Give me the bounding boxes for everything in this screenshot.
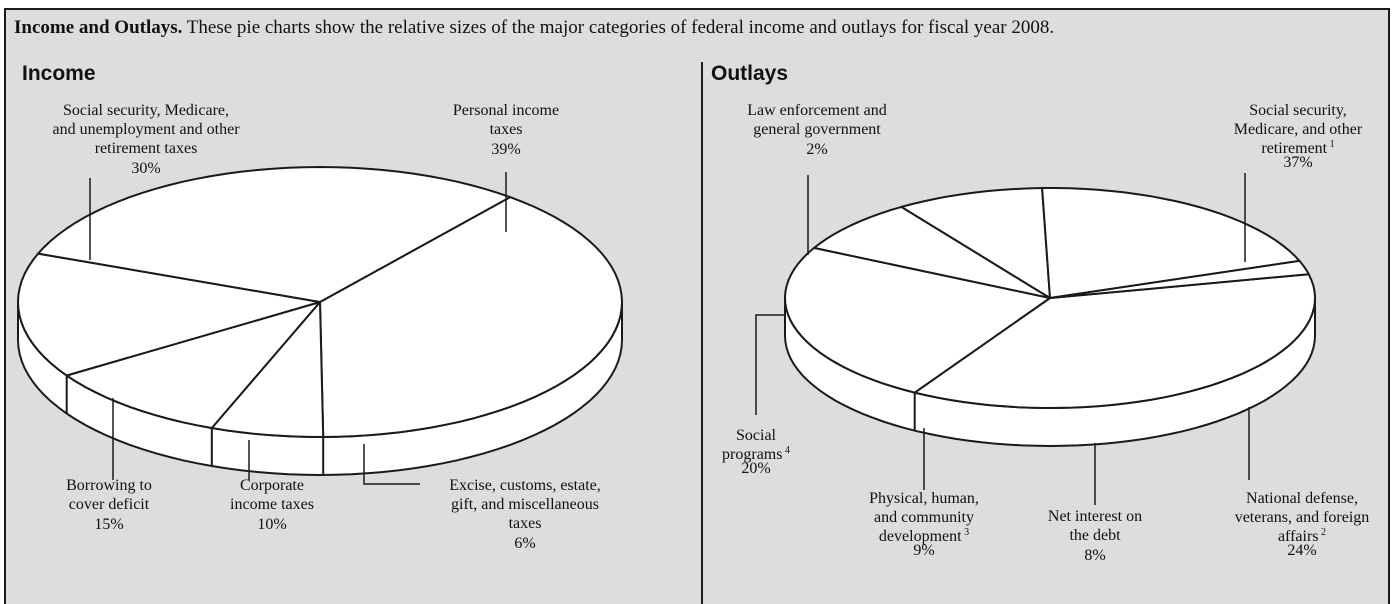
slice-label: Excise, customs, estate, gift, and miscel… — [449, 477, 601, 552]
heading-bold: Income and Outlays. — [14, 17, 183, 38]
slice-label: Borrowing to cover deficit 15% — [66, 477, 152, 533]
slice-label-line: Net interest on — [1048, 508, 1142, 525]
slice-label-line: Social — [736, 427, 777, 444]
slice-label-line: Social security, Medicare, — [63, 102, 229, 119]
pie-slice — [210, 301, 325, 438]
panel-divider — [701, 62, 703, 604]
slice-label-line: Law enforcement and — [747, 102, 886, 119]
slice-label: Personal income taxes 39% — [453, 102, 559, 158]
slice-label-line: Corporate — [240, 477, 304, 494]
slice-label: Law enforcement and general government 2% — [747, 102, 886, 158]
slice-label: Physical, human, and community development… — [869, 490, 979, 559]
slice-value: 8% — [1084, 547, 1105, 564]
slice-value: 10% — [257, 516, 286, 533]
slice-value: 9% — [913, 542, 934, 559]
slice-label-line: Personal income — [453, 102, 559, 119]
slice-label-line: cover deficit — [69, 496, 150, 513]
slice-label-line: affairs — [1278, 528, 1319, 545]
slice-label-line: taxes — [509, 515, 542, 532]
slice-label-line: retirement — [1261, 140, 1327, 157]
slice-label-line: gift, and miscellaneous — [451, 496, 599, 513]
outlays-title: Outlays — [711, 62, 789, 85]
footnote-mark: 3 — [962, 527, 970, 538]
pie-slice — [37, 166, 512, 303]
slice-label-line: veterans, and foreign — [1235, 509, 1370, 526]
slice-value: 37% — [1283, 154, 1312, 171]
heading-text: These pie charts show the relative sizes… — [182, 17, 1055, 38]
pie-outlays: Social security, Medicare, and other retir… — [722, 102, 1369, 564]
slice-label-line: taxes — [490, 121, 523, 138]
slice-label-line: Medicare, and other — [1234, 121, 1363, 138]
slice-label-line: Excise, customs, estate, — [449, 477, 601, 494]
footnote-mark: 4 — [782, 445, 790, 456]
slice-value: 24% — [1287, 542, 1316, 559]
slice-label-line: Social security, — [1249, 102, 1347, 119]
leader-line — [755, 314, 786, 415]
slice-label-line: general government — [753, 121, 881, 138]
slice-label-line: programs — [722, 446, 782, 463]
leader-line — [363, 444, 420, 485]
footnote-mark: 2 — [1319, 527, 1327, 538]
slice-label-line: National defense, — [1246, 490, 1358, 507]
slice-value: 39% — [491, 141, 520, 158]
pie-slice — [1049, 259, 1310, 299]
slice-label-line: retirement taxes — [95, 140, 198, 157]
income-title: Income — [22, 62, 96, 85]
slice-value: 30% — [131, 160, 160, 177]
slice-value: 15% — [94, 516, 123, 533]
pie-slice — [17, 252, 321, 377]
pie-slice — [913, 273, 1316, 409]
slice-label-line: and community — [874, 509, 974, 526]
pie-slice — [65, 301, 321, 429]
slice-label: Social security, Medicare, and unemployme… — [52, 102, 240, 177]
slice-label-line: Borrowing to — [66, 477, 152, 494]
footnote-mark: 1 — [1327, 139, 1335, 150]
slice-label: National defense, veterans, and foreign af… — [1235, 490, 1370, 559]
slice-label: Social programs 4 20% — [722, 427, 790, 477]
slice-value: 20% — [741, 460, 770, 477]
slice-label-line: Physical, human, — [869, 490, 979, 507]
slice-label-line: and unemployment and other — [52, 121, 240, 138]
slice-value: 6% — [514, 535, 535, 552]
slice-label: Corporate income taxes 10% — [230, 477, 314, 533]
slice-label-line: the debt — [1069, 527, 1121, 544]
slice-label: Net interest on the debt 8% — [1048, 508, 1142, 564]
slice-label: Social security, Medicare, and other retir… — [1234, 102, 1363, 171]
pie-slice — [813, 205, 1051, 299]
pie-slice — [1041, 187, 1301, 299]
slice-label-line: development — [879, 528, 962, 545]
figure-heading: Income and Outlays. These pie charts sho… — [14, 17, 1384, 39]
pie-slice — [319, 196, 623, 438]
pie-income: Personal income taxes 39% Excise, customs, … — [17, 102, 623, 552]
slice-value: 2% — [806, 141, 827, 158]
pie-slice — [900, 187, 1051, 299]
slice-label-line: income taxes — [230, 496, 314, 513]
